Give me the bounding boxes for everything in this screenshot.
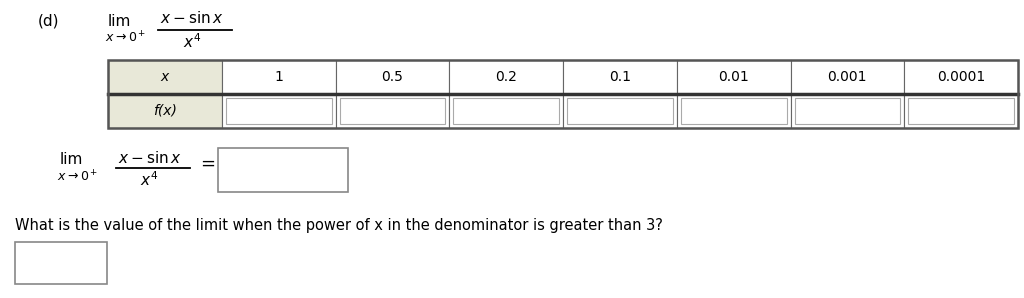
Bar	[677, 94, 791, 128]
Text: 0.2: 0.2	[496, 70, 517, 84]
Bar	[450, 94, 563, 128]
Text: 0.5: 0.5	[381, 70, 403, 84]
Bar	[563, 60, 677, 94]
Text: lim: lim	[108, 14, 131, 29]
Text: $x\rightarrow0^+$: $x\rightarrow0^+$	[57, 169, 98, 184]
Text: f(x): f(x)	[153, 104, 177, 118]
Bar	[336, 60, 450, 94]
Bar	[791, 60, 904, 94]
Bar	[904, 94, 1018, 128]
Bar	[450, 60, 563, 94]
Bar	[681, 98, 786, 124]
Bar	[108, 94, 222, 128]
Bar	[108, 60, 222, 94]
Text: $x - \sin x$: $x - \sin x$	[160, 10, 223, 26]
Text: $x^4$: $x^4$	[183, 32, 202, 51]
Text: 0.001: 0.001	[827, 70, 867, 84]
Bar	[222, 94, 336, 128]
Bar	[450, 94, 563, 128]
Bar	[222, 60, 336, 94]
Bar	[904, 94, 1018, 128]
Bar	[222, 60, 336, 94]
Bar	[108, 60, 1018, 128]
Bar	[336, 94, 450, 128]
Bar	[450, 60, 563, 94]
Bar	[563, 60, 677, 94]
Bar	[791, 60, 904, 94]
Bar	[108, 94, 222, 128]
Bar	[454, 98, 559, 124]
Bar	[222, 94, 336, 128]
Bar	[908, 98, 1014, 124]
Bar	[795, 98, 900, 124]
Bar	[904, 60, 1018, 94]
Bar	[904, 60, 1018, 94]
Bar	[15, 242, 106, 284]
Text: $x^4$: $x^4$	[140, 170, 159, 189]
Bar	[225, 98, 332, 124]
Text: =: =	[200, 155, 215, 173]
Bar	[563, 94, 677, 128]
Bar	[336, 94, 450, 128]
Text: lim: lim	[60, 152, 83, 167]
Text: 0.01: 0.01	[718, 70, 749, 84]
Text: $x - \sin x$: $x - \sin x$	[118, 150, 181, 166]
Bar	[677, 60, 791, 94]
Bar	[791, 94, 904, 128]
Text: $x\rightarrow0^+$: $x\rightarrow0^+$	[105, 30, 146, 45]
Text: 1: 1	[274, 70, 283, 84]
Bar	[677, 60, 791, 94]
Text: 0.0001: 0.0001	[937, 70, 985, 84]
Bar	[340, 98, 445, 124]
Bar	[567, 98, 673, 124]
Text: 0.1: 0.1	[609, 70, 631, 84]
Bar	[677, 94, 791, 128]
Bar	[563, 94, 677, 128]
Bar	[108, 60, 222, 94]
Bar	[218, 148, 348, 192]
Bar	[336, 60, 450, 94]
Text: (d): (d)	[38, 14, 59, 29]
Text: x: x	[161, 70, 169, 84]
Text: What is the value of the limit when the power of x in the denominator is greater: What is the value of the limit when the …	[15, 218, 663, 233]
Bar	[791, 94, 904, 128]
